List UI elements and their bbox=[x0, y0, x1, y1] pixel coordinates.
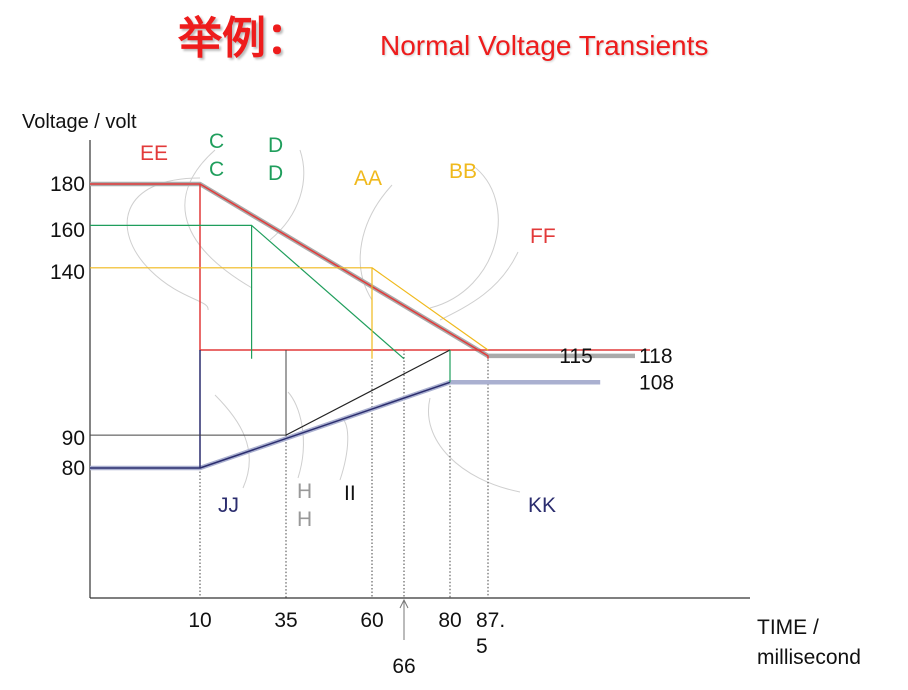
callout-leader-line bbox=[439, 251, 519, 321]
series-line bbox=[251, 224, 405, 360]
x-tick-label: 5 bbox=[476, 635, 488, 658]
callout-leader-line bbox=[184, 149, 253, 289]
x-tick-label: 66 bbox=[392, 655, 415, 678]
callout-leader-line bbox=[126, 177, 209, 311]
series-line bbox=[90, 350, 287, 436]
callout-label: BB bbox=[449, 160, 477, 183]
callout-label: C bbox=[209, 158, 224, 181]
series-line bbox=[90, 181, 635, 359]
y-axis-label: Voltage / volt bbox=[22, 111, 137, 133]
callout-label: H bbox=[297, 480, 312, 503]
line-value-label: 108 bbox=[639, 371, 674, 394]
callout-label: EE bbox=[140, 142, 168, 165]
title-chinese: 举例： bbox=[178, 13, 310, 64]
x-axis-label: TIME / bbox=[757, 616, 819, 639]
series-line bbox=[199, 183, 489, 359]
series-line bbox=[90, 267, 373, 359]
y-tick-label: 140 bbox=[50, 261, 85, 284]
x-tick-label: 87. bbox=[476, 609, 505, 632]
callout-leader-line bbox=[359, 184, 393, 301]
x-tick-label: 60 bbox=[360, 609, 383, 632]
title-english: Normal Voltage Transients bbox=[380, 30, 709, 61]
line-value-label: 115 bbox=[559, 345, 592, 368]
callout-leader-line bbox=[214, 394, 250, 489]
callout-label: H bbox=[297, 508, 312, 531]
x-tick-label: 10 bbox=[188, 609, 211, 632]
callout-leader-line bbox=[428, 397, 521, 493]
callout-label: D bbox=[268, 134, 283, 157]
series-line bbox=[199, 381, 451, 469]
callout-label: JJ bbox=[218, 494, 239, 517]
series-line bbox=[90, 350, 201, 469]
y-tick-label: 90 bbox=[62, 427, 85, 450]
y-tick-label: 160 bbox=[50, 219, 85, 242]
series-line bbox=[371, 267, 489, 351]
callout-leader-line bbox=[429, 164, 499, 309]
callout-leader-line bbox=[339, 417, 349, 481]
x-axis-label: millisecond bbox=[757, 646, 861, 669]
series-line bbox=[90, 224, 253, 359]
callout-label: AA bbox=[354, 167, 382, 190]
callout-leader-line bbox=[287, 391, 304, 479]
callout-label: D bbox=[268, 162, 283, 185]
callout-label: KK bbox=[528, 494, 556, 517]
x-tick-pointer-arrow bbox=[399, 598, 409, 609]
callout-label: FF bbox=[530, 225, 556, 248]
callout-label: II bbox=[344, 482, 356, 505]
line-value-label: 118 bbox=[639, 345, 672, 368]
callout-label: C bbox=[209, 130, 224, 153]
y-tick-label: 80 bbox=[62, 457, 85, 480]
x-tick-label: 35 bbox=[274, 609, 297, 632]
x-tick-label: 80 bbox=[438, 609, 461, 632]
y-tick-label: 180 bbox=[50, 173, 85, 196]
series-line bbox=[285, 349, 451, 436]
series-line bbox=[90, 183, 650, 351]
series-line bbox=[90, 380, 601, 471]
